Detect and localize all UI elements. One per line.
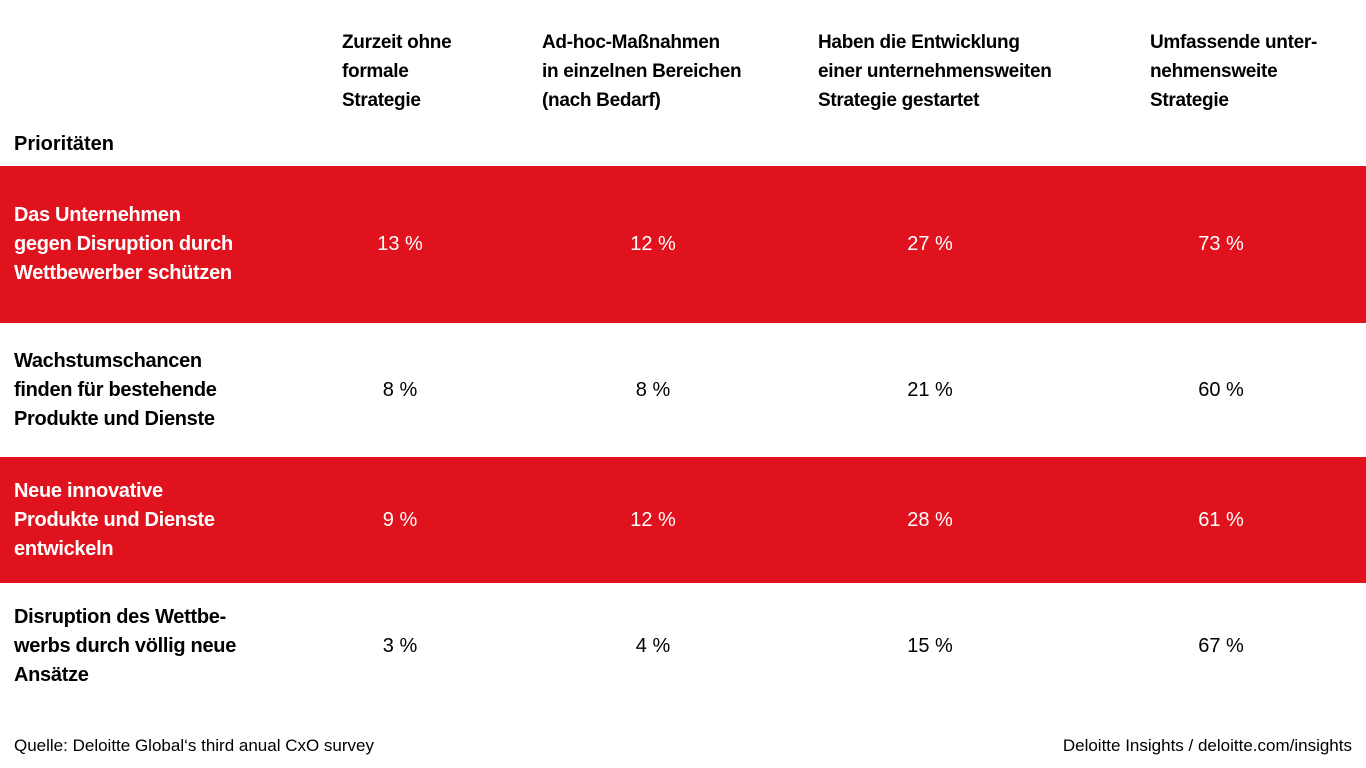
table-row-protect-against-disruption: Das Unternehmen gegen Disruption durch W…	[0, 166, 1366, 323]
value-cell: 3 %	[382, 635, 418, 657]
value-cell: 67 %	[1198, 635, 1244, 657]
value-cell: 4 %	[635, 635, 671, 657]
source-note: Quelle: Deloitte Global‘s third anual Cx…	[14, 736, 374, 755]
figure-footer: Quelle: Deloitte Global‘s third anual Cx…	[0, 736, 1366, 756]
value-cell: 60 %	[1198, 378, 1244, 401]
value-cell: 13 %	[377, 233, 423, 255]
table-row-develop-innovative-products: Neue innovative Produkte und Dienste ent…	[0, 457, 1366, 583]
row-label: Das Unternehmen gegen Disruption durch W…	[14, 204, 233, 284]
brand-attribution: Deloitte Insights / deloitte.com/insight…	[1062, 736, 1352, 755]
value-cell: 61 %	[1198, 508, 1244, 531]
value-cell: 9 %	[382, 508, 418, 531]
row-label: Neue innovative Produkte und Dienste ent…	[14, 479, 215, 560]
value-cell: 12 %	[630, 233, 676, 255]
column-header-adhoc-measures: Ad-hoc-Maßnahmen in einzelnen Bereichen …	[542, 32, 742, 111]
value-cell: 12 %	[630, 508, 676, 531]
value-cell: 27 %	[907, 233, 953, 255]
value-cell: 73 %	[1198, 233, 1244, 255]
column-header-no-formal-strategy: Zurzeit ohne formale Strategie	[342, 32, 452, 111]
column-header-row: Zurzeit ohne formale Strategie Ad-hoc-Ma…	[0, 0, 1366, 115]
table-row-growth-opportunities: Wachstumschancen finden für bestehende P…	[0, 323, 1366, 457]
column-header-comprehensive-strategy: Umfassende unter- nehmensweite Strategie	[1150, 32, 1317, 111]
value-cell: 21 %	[907, 378, 953, 401]
value-cell: 8 %	[635, 378, 671, 401]
row-axis-label: Prioritäten	[14, 133, 115, 155]
value-cell: 8 %	[382, 378, 418, 401]
value-cell: 15 %	[907, 635, 953, 657]
row-label: Disruption des Wettbe- werbs durch völli…	[14, 606, 237, 686]
table-row-disrupt-competition: Disruption des Wettbe- werbs durch völli…	[0, 583, 1366, 710]
value-cell: 28 %	[907, 508, 953, 531]
row-label: Wachstumschancen finden für bestehende P…	[14, 349, 217, 430]
column-header-started-strategy: Haben die Entwicklung einer unternehmens…	[818, 32, 1052, 111]
